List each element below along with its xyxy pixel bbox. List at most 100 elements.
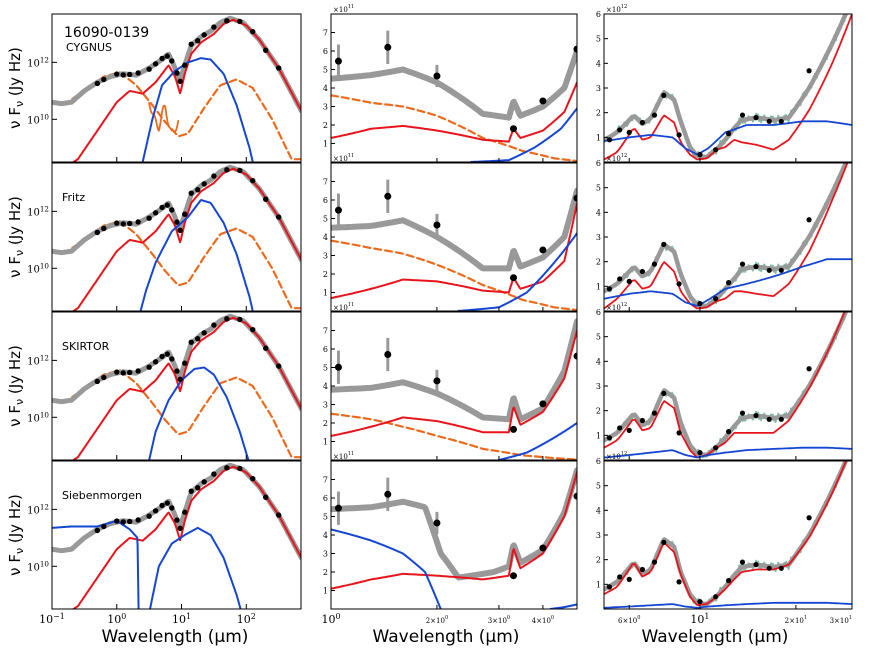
- sed-x-tick-label-exp: 0: [121, 612, 126, 621]
- agn-curve-2: [549, 603, 577, 609]
- sed-y-tick-label: 1010: [27, 261, 49, 275]
- photometry-point: [778, 416, 784, 422]
- starburst-curve: [71, 18, 301, 162]
- total-model-curve: [604, 461, 849, 607]
- agn-curve: [604, 446, 852, 459]
- photometry-point: [806, 366, 812, 372]
- nir-y-tick-label: 7: [323, 476, 328, 485]
- mir-y-tick-label: 1: [596, 431, 601, 440]
- photometry-point: [697, 599, 703, 605]
- mir-y-tick-label: 6: [596, 10, 601, 19]
- photometry-point: [135, 368, 141, 374]
- nir-y-tick-label: 2: [323, 270, 328, 279]
- mir-y-tick-label: 2: [596, 407, 601, 416]
- photometry-point: [135, 517, 141, 523]
- mir-y-tick-label: 2: [596, 109, 601, 118]
- nir-y-tick-label: 6: [323, 196, 328, 205]
- photometry-point: [606, 435, 613, 441]
- nir-y-tick-label: 6: [323, 345, 328, 354]
- mir-y-tick-label: 6: [596, 457, 601, 466]
- mir-y-scale-label-base: ×10: [606, 453, 621, 461]
- photometry-point: [114, 369, 120, 375]
- sed-plot-area: [52, 15, 301, 162]
- x-axis-label-nir: Wavelength (μm): [373, 627, 520, 647]
- photometry-point: [174, 517, 180, 523]
- nir-panel-frame: [330, 460, 578, 610]
- nir-x-tick-label: 100: [321, 612, 340, 626]
- photometry-point: [177, 376, 183, 383]
- sed-y-tick-label-base: 10: [27, 264, 40, 275]
- photometry-point: [275, 512, 282, 518]
- photometry-point: [739, 261, 746, 267]
- photometry-point: [626, 576, 632, 583]
- mir-y-tick-label: 5: [596, 184, 601, 193]
- y-axis-label-sub: ν: [13, 101, 26, 107]
- nir-y-scale-label-base: ×10: [333, 6, 348, 14]
- sed-y-tick-label-exp: 12: [40, 353, 49, 362]
- photometry-point: [778, 118, 784, 124]
- photometry-point: [237, 316, 243, 323]
- photometry-point: [263, 494, 269, 500]
- photometry-point: [152, 508, 159, 514]
- starburst-curve: [331, 471, 577, 590]
- mir-y-scale-label-base: ×10: [606, 304, 621, 312]
- mir-y-tick-label: 4: [596, 357, 601, 366]
- photometry-point: [237, 18, 243, 25]
- mir-y-tick-label: 5: [596, 35, 601, 44]
- photometry-point: [250, 28, 256, 35]
- photometry-point: [606, 584, 613, 590]
- photometry-point: [177, 78, 183, 85]
- photometry-point: [224, 316, 230, 322]
- total-model-curve: [331, 467, 577, 581]
- photometry-point: [224, 18, 230, 24]
- object-name-label: 16090-0139: [64, 25, 149, 41]
- sed-y-tick-label: 1012: [27, 502, 49, 516]
- mir-y-scale-label-exp: 12: [621, 4, 627, 10]
- photometry-point: [639, 566, 646, 573]
- sed-x-tick-label-exp: −1: [53, 612, 65, 621]
- mir-y-tick-label: 4: [596, 208, 601, 217]
- y-axis-label-nu: ν F: [6, 256, 24, 278]
- mir-x-tick-label: 3×101: [830, 615, 852, 625]
- photometry-point: [164, 351, 170, 357]
- y-axis-label-unit: (Jy Hz): [6, 345, 24, 399]
- photometry-point: [177, 525, 183, 532]
- photometry-point: [146, 66, 152, 72]
- photometry-point: [806, 515, 812, 521]
- nir-x-tick-label-base: 10: [321, 613, 335, 626]
- nir-y-scale-label-exp: 11: [348, 451, 354, 457]
- nir-y-tick-label: 4: [323, 84, 328, 93]
- nir-y-tick-label: 1: [323, 289, 328, 298]
- agn-curve: [604, 120, 852, 156]
- x-axis-label-sed: Wavelength (μm): [102, 627, 249, 647]
- mir-plot-area: [604, 312, 852, 459]
- photometry-point: [753, 115, 759, 121]
- mir-x-tick-label-exp: 0: [637, 615, 640, 621]
- photometry-point: [713, 594, 719, 600]
- photometry-point: [697, 450, 703, 456]
- photometry-point: [433, 377, 441, 385]
- mir-plot-area: [604, 461, 852, 609]
- starburst-curve: [331, 202, 577, 300]
- nir-y-tick-label: 5: [323, 513, 328, 522]
- sed-y-tick-label-base: 10: [27, 115, 40, 126]
- nir-plot-area: [331, 467, 577, 609]
- photometry-point: [676, 579, 682, 585]
- photometry-point: [114, 518, 120, 524]
- photometry-point: [164, 500, 170, 506]
- photometry-point: [201, 330, 207, 336]
- y-axis-label: ν Fν (Jy Hz): [6, 494, 26, 576]
- photometry-point: [263, 47, 269, 53]
- photometry-point: [639, 417, 646, 424]
- photometry-point: [617, 574, 623, 580]
- photometry-point: [188, 488, 194, 494]
- y-axis-label-nu: ν F: [6, 405, 24, 427]
- nir-plot-area: [331, 318, 577, 460]
- sed-y-tick-label-exp: 10: [40, 559, 50, 568]
- photometry-point: [753, 413, 759, 419]
- mir-y-scale-label: ×1012: [606, 451, 627, 461]
- photometry-point: [725, 578, 732, 584]
